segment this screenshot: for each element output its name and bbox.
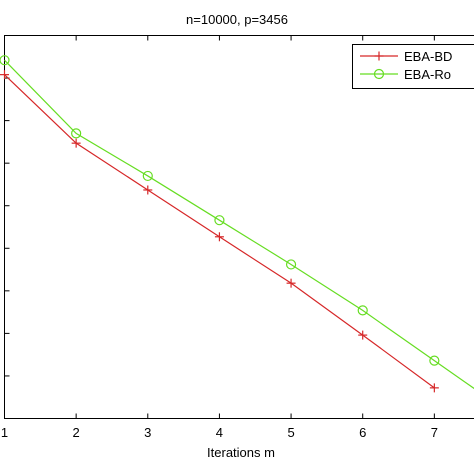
x-tick-label: 5 bbox=[287, 425, 294, 440]
data-point bbox=[0, 55, 10, 66]
series-layer bbox=[0, 55, 474, 393]
legend-box bbox=[352, 44, 474, 89]
plot-frame bbox=[4, 35, 474, 419]
x-axis-label: Iterations m bbox=[207, 445, 275, 460]
data-point bbox=[286, 278, 296, 288]
series-line-1 bbox=[4, 59, 474, 390]
x-ticks: 1 2 3 4 5 6 7 bbox=[1, 35, 438, 440]
data-point bbox=[214, 232, 224, 242]
data-point bbox=[143, 185, 153, 195]
x-tick-label: 2 bbox=[73, 425, 80, 440]
x-tick-label: 6 bbox=[359, 425, 366, 440]
chart-title: n=10000, p=3456 bbox=[186, 12, 288, 27]
data-point bbox=[429, 383, 439, 393]
data-point bbox=[0, 70, 9, 80]
x-tick-label: 4 bbox=[216, 425, 223, 440]
data-point bbox=[214, 215, 225, 226]
x-tick-label: 1 bbox=[1, 425, 8, 440]
data-point bbox=[429, 355, 440, 366]
x-tick-label: 3 bbox=[144, 425, 151, 440]
legend-label: EBA-BD bbox=[404, 49, 452, 64]
series-line-0 bbox=[4, 74, 435, 389]
legend: EBA-BD EBA-Ro bbox=[352, 44, 474, 89]
data-point bbox=[142, 170, 153, 182]
x-tick-label: 7 bbox=[431, 425, 438, 440]
data-point bbox=[71, 138, 81, 148]
data-point bbox=[358, 330, 368, 340]
legend-label: EBA-Ro bbox=[404, 67, 451, 82]
data-point bbox=[357, 305, 368, 316]
legend-marker bbox=[373, 68, 385, 80]
y-ticks bbox=[4, 35, 10, 419]
legend-entry: EBA-Ro bbox=[360, 67, 451, 82]
data-point bbox=[71, 128, 82, 139]
legend-entry: EBA-BD bbox=[360, 49, 452, 64]
data-point bbox=[285, 259, 297, 270]
legend-marker bbox=[374, 51, 384, 61]
